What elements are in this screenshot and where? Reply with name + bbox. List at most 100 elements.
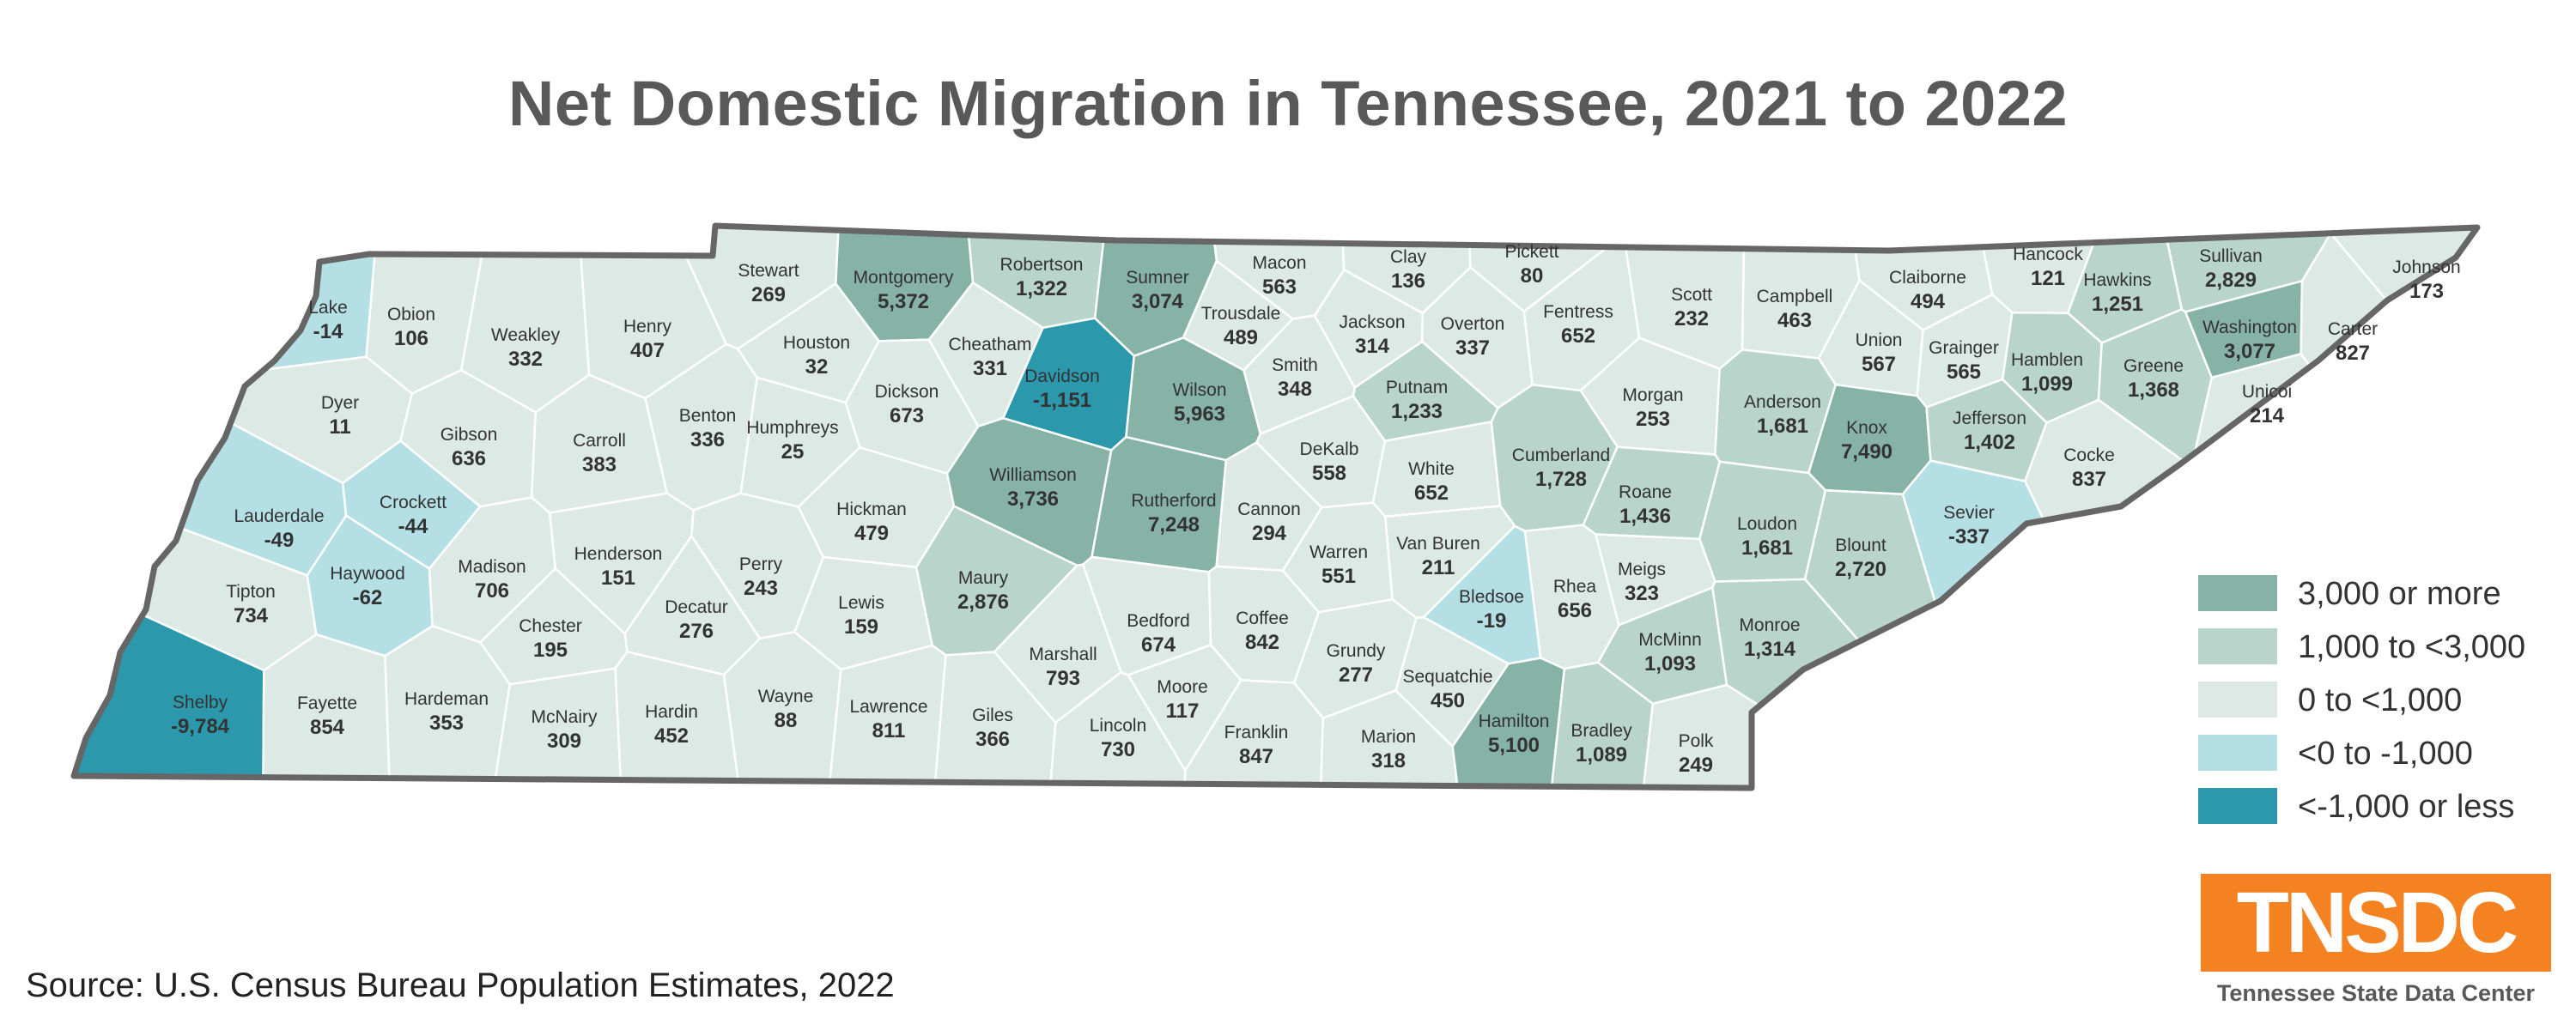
county-name-label: Lake <box>308 298 348 318</box>
county-value-label: 309 <box>547 730 581 753</box>
county-name-label: Decatur <box>665 597 728 617</box>
county-value-label: 1,436 <box>1619 505 1671 528</box>
county-value-label: 7,490 <box>1841 440 1893 464</box>
logo-text: TNSDC <box>2236 875 2518 971</box>
county-labels: Lake-14 Obion 106 Weakley 332 Henry 407 Stewart… <box>171 242 2461 777</box>
county-name-label: Montgomery <box>854 268 954 288</box>
county-name-label: McMinn <box>1638 630 1702 650</box>
county-value-label: 847 <box>1239 745 1273 768</box>
county-value-label: 3,736 <box>1007 488 1059 511</box>
county-value-label: 2,720 <box>1835 558 1886 581</box>
county-value-label: 2,829 <box>2205 269 2257 292</box>
county-value-label: 1,251 <box>2092 293 2143 316</box>
state-outline <box>70 222 2481 791</box>
county-name-label: Carroll <box>573 431 626 451</box>
county-name-label: Knox <box>1846 418 1887 438</box>
county-value-label: 842 <box>1245 631 1279 654</box>
legend-swatch <box>2198 682 2277 718</box>
county-value-label: 214 <box>2250 404 2285 427</box>
county-value-label: 551 <box>1321 565 1356 588</box>
county-name-label: Hamblen <box>2011 350 2083 370</box>
county-value-label: 793 <box>1046 667 1080 690</box>
county-value-label: 136 <box>1391 270 1425 293</box>
county-name-label: Union <box>1856 330 1903 350</box>
county-value-label: 276 <box>679 620 714 643</box>
county-value-label: 11 <box>329 415 350 439</box>
county-name-label: Bledsoe <box>1459 587 1524 607</box>
county-name-label: Hamilton <box>1479 712 1550 731</box>
county-name-label: Washington <box>2202 318 2297 337</box>
county-value-label: 652 <box>1561 324 1595 348</box>
county-name-label: Anderson <box>1744 392 1821 412</box>
county-name-label: McNairy <box>532 707 598 727</box>
county-name-label: Dickson <box>875 382 939 402</box>
county-value-label: 1,368 <box>2128 379 2179 402</box>
county-name-label: Clay <box>1390 247 1427 267</box>
county-name-label: Meigs <box>1618 560 1666 579</box>
county-value-label: 1,089 <box>1576 743 1627 766</box>
source-note: Source: U.S. Census Bureau Population Es… <box>26 966 895 1004</box>
county-name-label: Gibson <box>440 425 498 445</box>
county-name-label: Humphreys <box>746 418 838 438</box>
county-name-label: Hawkins <box>2083 270 2151 290</box>
map-title: Net Domestic Migration in Tennessee, 202… <box>507 68 2069 139</box>
county-value-label: 673 <box>890 404 924 427</box>
county-value-label: 159 <box>844 615 878 639</box>
county-value-label: -337 <box>1948 525 1990 548</box>
county-value-label: 323 <box>1625 582 1659 605</box>
county-value-label: 253 <box>1636 408 1670 431</box>
county-name-label: Grainger <box>1929 338 1999 358</box>
county-value-label: 734 <box>234 604 269 627</box>
county-value-label: 811 <box>872 719 906 742</box>
county-value-label: 173 <box>2409 280 2444 303</box>
county-name-label: Crockett <box>380 493 447 512</box>
county-name-label: Tipton <box>226 582 276 602</box>
county-value-label: 348 <box>1278 378 1312 401</box>
county-name-label: Bedford <box>1127 611 1190 631</box>
county-name-label: Van Buren <box>1396 534 1480 554</box>
county-name-label: Lincoln <box>1090 716 1147 736</box>
county-name-label: Putnam <box>1386 378 1448 397</box>
county-value-label: 1,681 <box>1741 536 1793 560</box>
county-name-label: Hancock <box>2013 245 2083 264</box>
county-name-label: Lewis <box>838 593 884 613</box>
county-value-label: 854 <box>310 716 345 739</box>
county-value-label: 269 <box>751 283 786 306</box>
county-value-label: 336 <box>690 428 725 451</box>
legend-label: 1,000 to <3,000 <box>2298 629 2526 665</box>
county-value-label: 243 <box>744 577 778 600</box>
county-name-label: Maury <box>958 568 1009 588</box>
county-value-label: 837 <box>2072 468 2106 491</box>
county-value-label: 3,074 <box>1132 290 1184 313</box>
county-name-label: Cumberland <box>1512 445 1610 465</box>
legend-label: <0 to -1,000 <box>2298 736 2473 772</box>
county-name-label: Rhea <box>1553 577 1597 597</box>
county-value-label: 558 <box>1312 462 1346 485</box>
county-value-label: 5,100 <box>1488 734 1540 757</box>
county-name-label: Monroe <box>1739 615 1800 635</box>
county-value-label: -62 <box>353 586 383 609</box>
county-name-label: Greene <box>2123 356 2184 376</box>
county-name-label: Benton <box>679 406 737 426</box>
county-value-label: 151 <box>601 566 635 590</box>
county-value-label: -19 <box>1477 609 1507 633</box>
county-value-label: -49 <box>264 529 295 552</box>
county-value-label: 7,248 <box>1148 513 1200 536</box>
legend-swatch <box>2198 575 2277 611</box>
county-name-label: Jefferson <box>1953 409 2026 428</box>
county-value-label: 80 <box>1521 264 1544 288</box>
logo-caption: Tennessee State Data Center <box>2216 980 2536 1006</box>
county-name-label: Warren <box>1309 542 1368 562</box>
county-name-label: Williamson <box>989 465 1077 485</box>
county-name-label: Chester <box>519 616 582 636</box>
county-value-label: 211 <box>1422 556 1455 579</box>
county-name-label: Claiborne <box>1889 268 1966 288</box>
county-value-label: 450 <box>1431 689 1465 712</box>
county-name-label: Wayne <box>758 687 814 706</box>
county-name-label: Blount <box>1835 536 1886 555</box>
county-name-label: Overton <box>1441 314 1505 334</box>
county-name-label: Shelby <box>173 693 228 712</box>
county-name-label: Jackson <box>1339 312 1405 332</box>
legend-swatch <box>2198 628 2277 664</box>
